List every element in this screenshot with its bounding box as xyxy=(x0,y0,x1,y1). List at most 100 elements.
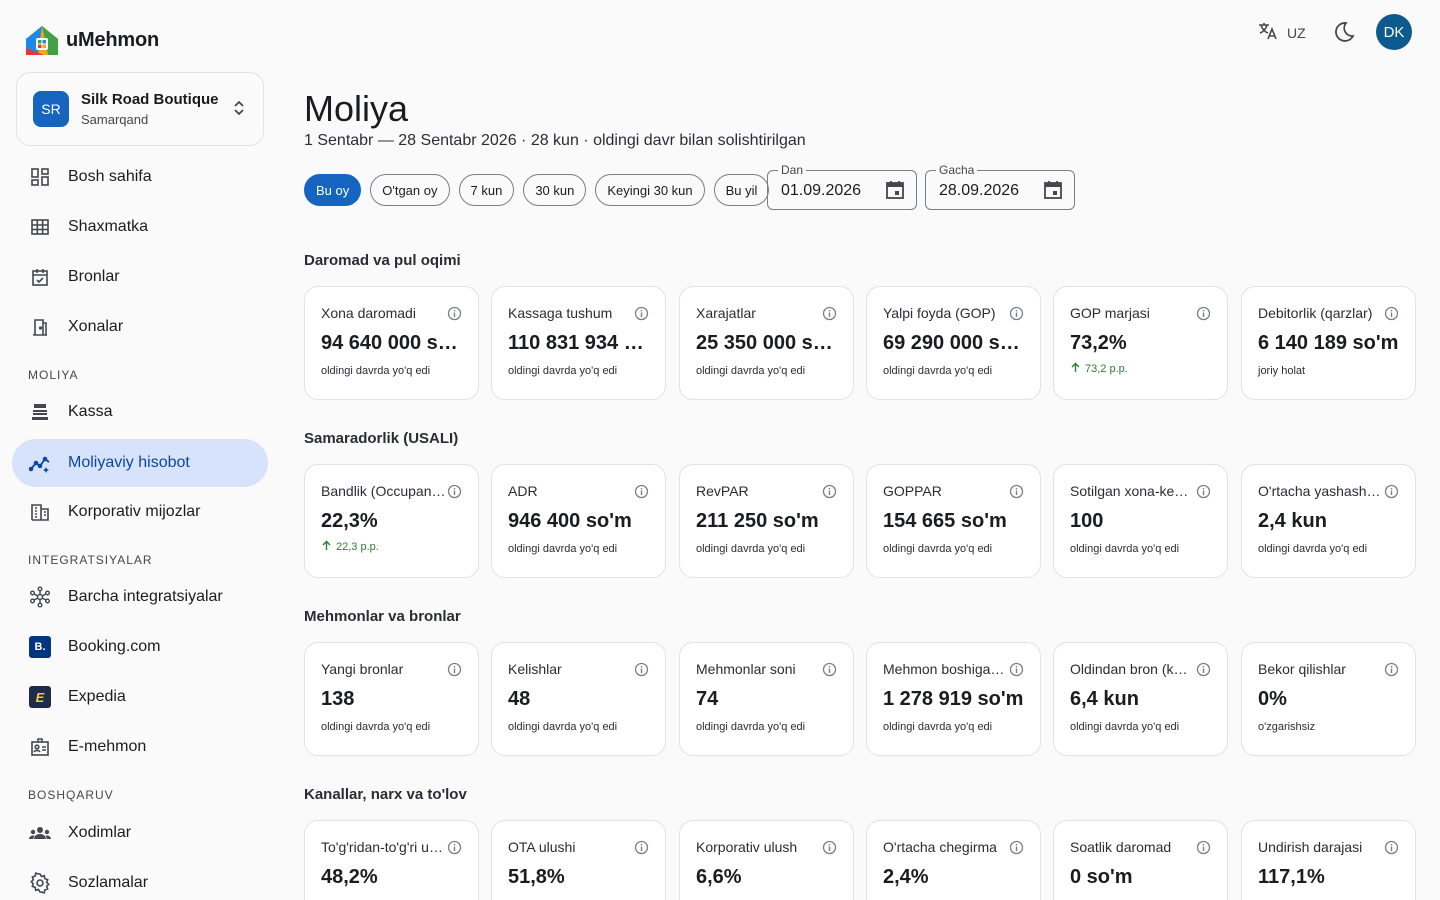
nav-label: E-mehmon xyxy=(68,738,147,755)
calendar-icon[interactable] xyxy=(1042,179,1064,201)
nav-item-moliyaviy-hisobot[interactable]: Moliyaviy hisobot xyxy=(12,439,268,487)
info-icon[interactable] xyxy=(634,662,649,677)
date-to-field[interactable]: Gacha 28.09.2026 xyxy=(925,163,1075,210)
app-name: uMehmon xyxy=(66,29,160,51)
info-icon[interactable] xyxy=(634,484,649,499)
nav-item-booking[interactable]: B. Booking.com xyxy=(12,623,268,671)
nav-item-korporativ[interactable]: Korporativ mijozlar xyxy=(12,488,268,536)
kpi-value: 154 665 so'm xyxy=(883,510,1007,532)
kpi-card: RevPAR 211 250 so'm oldingi davrda yo'q ed… xyxy=(679,464,854,578)
translate-icon xyxy=(1257,20,1279,45)
app-logo[interactable]: uMehmon xyxy=(24,24,159,57)
info-icon[interactable] xyxy=(634,840,649,855)
info-icon[interactable] xyxy=(1196,484,1211,499)
user-avatar[interactable]: DK xyxy=(1376,14,1412,50)
info-icon[interactable] xyxy=(822,662,837,677)
calendar-check-icon xyxy=(28,265,52,289)
nav-item-xodimlar[interactable]: Xodimlar xyxy=(12,809,268,857)
gear-icon xyxy=(28,871,52,895)
calendar-icon[interactable] xyxy=(884,179,906,201)
nav-item-bronlar[interactable]: Bronlar xyxy=(12,253,268,301)
kpi-note: oldingi davrda yo'q edi xyxy=(508,365,618,377)
nav-item-barcha-integratsiyalar[interactable]: Barcha integratsiyalar xyxy=(12,573,268,621)
chip-last-month[interactable]: O'tgan oy xyxy=(370,174,450,206)
info-icon[interactable] xyxy=(1384,662,1399,677)
nav-item-dashboard[interactable]: Bosh sahifa xyxy=(12,153,268,201)
date-from-field[interactable]: Dan 01.09.2026 xyxy=(767,163,917,210)
info-icon[interactable] xyxy=(1009,662,1024,677)
kpi-label: Kelishlar xyxy=(508,661,562,677)
kpi-card: Bekor qilishlar 0% o'zgarishsiz xyxy=(1241,642,1416,756)
group-title: Samaradorlik (USALI) xyxy=(304,430,459,447)
info-icon[interactable] xyxy=(822,840,837,855)
kpi-card: Bandlik (Occupancy) 22,3% 22,3 p.p. xyxy=(304,464,479,578)
info-icon[interactable] xyxy=(1384,484,1399,499)
info-icon[interactable] xyxy=(1196,306,1211,321)
nav-label: Moliyaviy hisobot xyxy=(68,454,190,471)
nav-item-e-mehmon[interactable]: E-mehmon xyxy=(12,723,268,771)
kpi-card: OTA ulushi 51,8% xyxy=(491,820,666,900)
language-switcher[interactable]: UZ xyxy=(1257,20,1306,45)
kpi-label: Yangi bronlar xyxy=(321,661,404,677)
info-icon[interactable] xyxy=(447,484,462,499)
chip-this-month[interactable]: Bu oy xyxy=(304,174,362,206)
info-icon[interactable] xyxy=(447,662,462,677)
kpi-value: 2,4 kun xyxy=(1258,510,1327,532)
info-icon[interactable] xyxy=(447,840,462,855)
id-badge-icon xyxy=(28,735,52,759)
info-icon[interactable] xyxy=(634,306,649,321)
nav-item-kassa[interactable]: Kassa xyxy=(12,388,268,436)
kpi-label: Bandlik (Occupancy) xyxy=(321,483,446,499)
date-from-label: Dan xyxy=(778,163,807,177)
chip-30-days[interactable]: 30 kun xyxy=(523,174,587,206)
nav-label: Kassa xyxy=(68,403,113,420)
kpi-card: Korporativ ulush 6,6% xyxy=(679,820,854,900)
language-code: UZ xyxy=(1287,24,1306,41)
kpi-note-text: 73,2 p.p. xyxy=(1085,363,1128,375)
kpi-label: Mehmon boshiga daromad xyxy=(883,661,1008,677)
kpi-note: oldingi davrda yo'q edi xyxy=(321,365,431,377)
nav-label: Bronlar xyxy=(68,268,120,285)
building-icon xyxy=(28,500,52,524)
info-icon[interactable] xyxy=(1009,840,1024,855)
nav-item-sozlamalar[interactable]: Sozlamalar xyxy=(12,859,268,900)
info-icon[interactable] xyxy=(447,306,462,321)
kpi-card: Sotilgan xona-kechalar 100 oldingi davrda … xyxy=(1053,464,1228,578)
kpi-label: GOP marjasi xyxy=(1070,305,1150,321)
kpi-card: Mehmonlar soni 74 oldingi davrda yo'q edi xyxy=(679,642,854,756)
nav-item-expedia[interactable]: E Expedia xyxy=(12,673,268,721)
chip-7-days[interactable]: 7 kun xyxy=(458,174,515,206)
kpi-label: Xarajatlar xyxy=(696,305,756,321)
nav-item-xonalar[interactable]: Xonalar xyxy=(12,303,268,351)
kpi-value: 2,4% xyxy=(883,866,929,888)
info-icon[interactable] xyxy=(1009,484,1024,499)
kpi-note: joriy holat xyxy=(1258,365,1306,377)
kpi-note: oldingi davrda yo'q edi xyxy=(508,721,618,733)
cash-register-icon xyxy=(28,400,52,424)
info-icon[interactable] xyxy=(822,306,837,321)
kpi-note: oldingi davrda yo'q edi xyxy=(696,365,806,377)
kpi-note: oldingi davrda yo'q edi xyxy=(696,721,806,733)
info-icon[interactable] xyxy=(822,484,837,499)
arrow-up-icon xyxy=(1070,362,1081,376)
dashboard-icon xyxy=(28,165,52,189)
info-icon[interactable] xyxy=(1196,662,1211,677)
kpi-note: 22,3 p.p. xyxy=(321,540,379,554)
nav-label: Shaxmatka xyxy=(68,218,149,235)
info-icon[interactable] xyxy=(1384,306,1399,321)
nav-item-shaxmatka[interactable]: Shaxmatka xyxy=(12,203,268,251)
hotel-switcher[interactable]: SR Silk Road Boutique Samarqand xyxy=(16,72,264,146)
kpi-note: oldingi davrda yo'q edi xyxy=(1070,721,1180,733)
chip-next-30-days[interactable]: Keyingi 30 kun xyxy=(595,174,705,206)
info-icon[interactable] xyxy=(1196,840,1211,855)
kpi-card: Soatlik daromad 0 so'm xyxy=(1053,820,1228,900)
kpi-label: O'rtacha yashash muddati xyxy=(1258,483,1383,499)
chip-this-year[interactable]: Bu yil xyxy=(713,174,770,206)
info-icon[interactable] xyxy=(1009,306,1024,321)
kpi-note: o'zgarishsiz xyxy=(1258,721,1316,733)
info-icon[interactable] xyxy=(1384,840,1399,855)
kpi-value: 0% xyxy=(1258,688,1287,710)
kpi-value: 1 278 919 so'm xyxy=(883,688,1024,710)
nav-label: Barcha integratsiyalar xyxy=(68,588,223,605)
dark-mode-toggle[interactable] xyxy=(1332,20,1356,44)
